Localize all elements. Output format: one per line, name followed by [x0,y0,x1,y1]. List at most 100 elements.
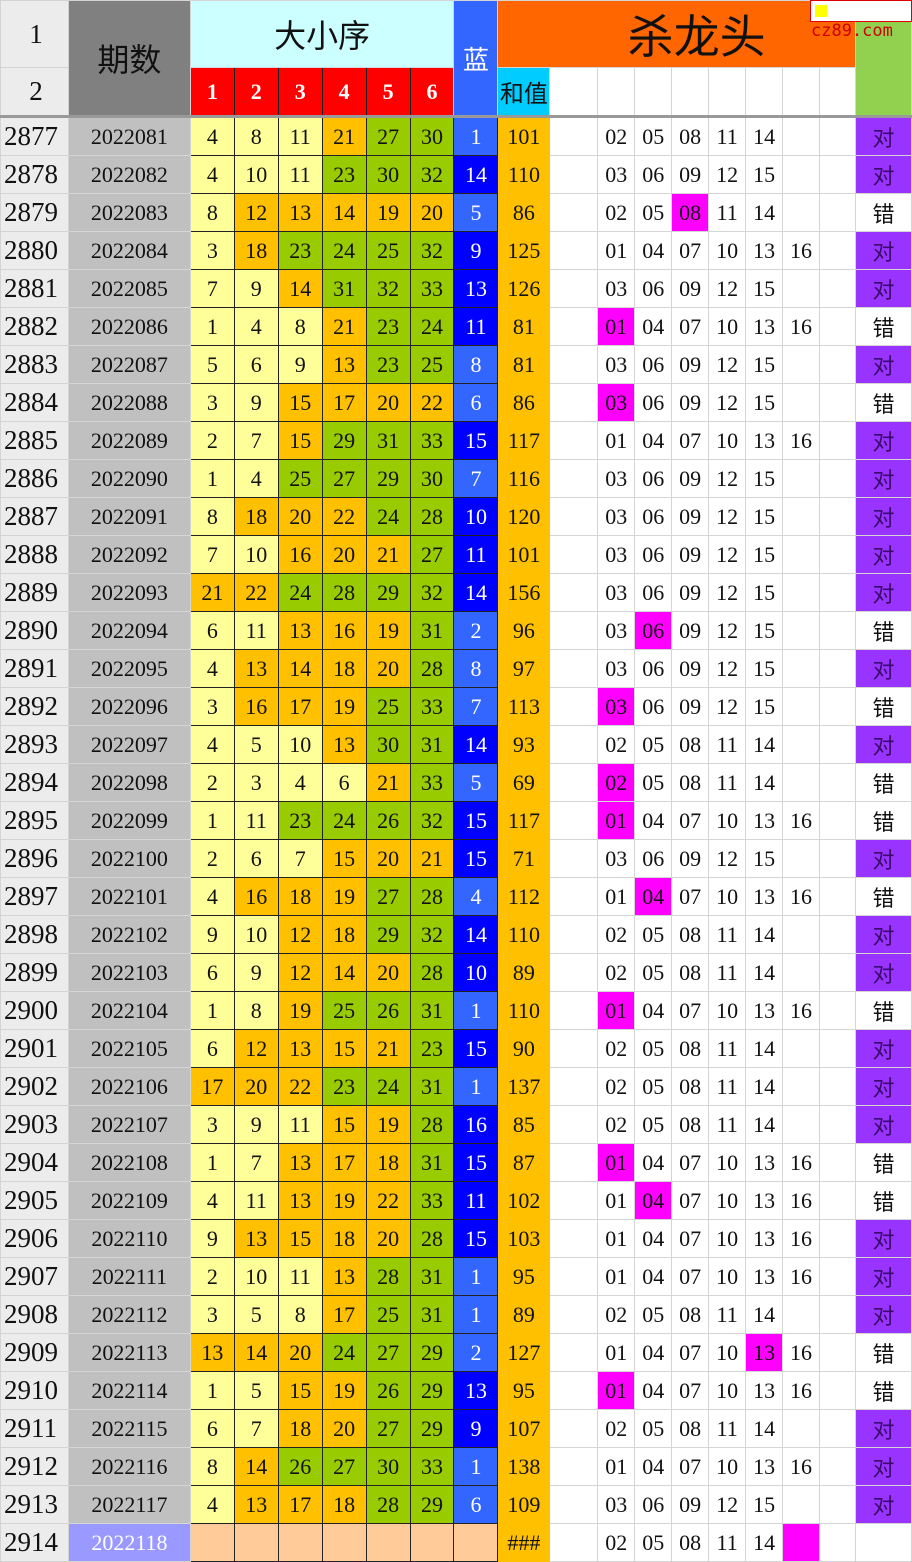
number-cell[interactable]: 33 [409,269,455,308]
blue-cell[interactable]: 15 [453,421,499,460]
number-cell[interactable]: 20 [365,649,411,688]
kill-number-cell[interactable] [782,345,820,384]
kill-number-cell[interactable]: 10 [708,1219,747,1258]
sum-cell[interactable]: 102 [497,1181,551,1220]
result-cell[interactable]: 错 [854,383,912,422]
kill-number-cell[interactable]: 03 [597,611,636,650]
period-cell[interactable]: 2022108 [67,1143,191,1182]
kill-number-cell[interactable]: 16 [782,1333,820,1372]
number-cell[interactable]: 18 [365,1143,411,1182]
kill-number-cell[interactable] [782,1105,820,1144]
kill-number-cell[interactable]: 01 [597,421,636,460]
kill-number-cell[interactable]: 15 [745,573,784,612]
number-cell[interactable]: 17 [321,1143,367,1182]
kill-number-cell[interactable]: 03 [597,155,636,194]
number-cell[interactable]: 7 [189,269,235,308]
kill-number-cell[interactable] [782,611,820,650]
period-cell[interactable]: 2022100 [67,839,191,878]
kill-number-cell[interactable]: 04 [634,991,673,1030]
number-cell[interactable]: 21 [321,116,367,156]
kill-number-cell[interactable]: 16 [782,1181,820,1220]
number-cell[interactable]: 21 [189,573,235,612]
kill-number-cell[interactable] [782,193,820,232]
number-cell[interactable]: 28 [409,497,455,536]
kill-number-cell[interactable]: 05 [634,1295,673,1334]
kill-number-cell[interactable]: 04 [634,1257,673,1296]
number-cell[interactable]: 17 [321,1295,367,1334]
kill-number-cell[interactable]: 09 [671,345,710,384]
empty-cell[interactable] [549,1523,599,1562]
empty-cell[interactable] [549,1105,599,1144]
kill-number-cell[interactable] [782,573,820,612]
row-number[interactable]: 2883 [0,345,69,384]
result-cell[interactable]: 对 [854,725,912,764]
number-cell[interactable]: 33 [409,1181,455,1220]
number-cell[interactable]: 14 [277,269,323,308]
kill-number-cell[interactable]: 03 [597,1485,636,1524]
kill-number-cell[interactable]: 12 [708,155,747,194]
sum-cell[interactable]: 127 [497,1333,551,1372]
sum-cell[interactable]: 126 [497,269,551,308]
kill-header[interactable]: 杀龙头 [497,0,856,68]
kill-number-cell[interactable]: 02 [597,1105,636,1144]
row-number[interactable]: 2912 [0,1447,69,1486]
number-cell[interactable]: 17 [189,1067,235,1106]
blue-cell[interactable]: 14 [453,725,499,764]
number-cell[interactable]: 25 [409,345,455,384]
kill-number-cell[interactable]: 14 [745,193,784,232]
number-cell[interactable]: 31 [365,421,411,460]
blue-cell[interactable]: 10 [453,497,499,536]
period-cell[interactable]: 2022095 [67,649,191,688]
number-cell[interactable]: 21 [365,1029,411,1068]
number-cell[interactable]: 6 [321,763,367,802]
blue-cell[interactable]: 8 [453,649,499,688]
empty-cell[interactable] [549,1447,599,1486]
number-cell[interactable]: 20 [321,535,367,574]
empty-cell[interactable] [819,687,856,726]
kill-number-cell[interactable]: 13 [745,1371,784,1410]
row-number[interactable]: 2890 [0,611,69,650]
number-cell[interactable]: 14 [233,1447,279,1486]
result-cell[interactable]: 对 [854,649,912,688]
number-cell[interactable]: 18 [321,915,367,954]
number-cell[interactable]: 15 [277,1371,323,1410]
kill-number-cell[interactable]: 14 [745,1523,784,1562]
kill-number-cell[interactable]: 07 [671,991,710,1030]
number-cell[interactable]: 14 [233,1333,279,1372]
number-cell[interactable]: 4 [189,1485,235,1524]
number-cell[interactable]: 17 [321,383,367,422]
period-cell[interactable]: 2022104 [67,991,191,1030]
number-cell[interactable]: 19 [321,1371,367,1410]
blue-cell[interactable]: 11 [453,1181,499,1220]
sum-cell[interactable]: 96 [497,611,551,650]
number-cell[interactable]: 15 [321,839,367,878]
number-cell[interactable]: 23 [409,1029,455,1068]
result-cell[interactable]: 对 [854,1067,912,1106]
empty-header-cell[interactable] [634,67,673,118]
kill-number-cell[interactable]: 11 [708,1067,747,1106]
kill-number-cell[interactable]: 15 [745,611,784,650]
number-cell[interactable]: 19 [321,1181,367,1220]
kill-number-cell[interactable]: 16 [782,801,820,840]
kill-number-cell[interactable] [782,459,820,498]
empty-cell[interactable] [819,953,856,992]
row-number[interactable]: 2887 [0,497,69,536]
empty-cell[interactable] [549,725,599,764]
period-cell[interactable]: 2022110 [67,1219,191,1258]
result-cell[interactable]: 对 [854,535,912,574]
blue-cell[interactable]: 13 [453,269,499,308]
kill-number-cell[interactable]: 08 [671,193,710,232]
kill-number-cell[interactable]: 13 [745,1219,784,1258]
number-cell[interactable]: 4 [189,116,235,156]
kill-number-cell[interactable]: 13 [745,231,784,270]
kill-number-cell[interactable]: 16 [782,1143,820,1182]
result-cell[interactable]: 错 [854,1181,912,1220]
kill-number-cell[interactable] [782,763,820,802]
number-cell[interactable]: 8 [277,1295,323,1334]
kill-number-cell[interactable]: 05 [634,1409,673,1448]
row-number[interactable]: 2877 [0,116,69,156]
result-cell[interactable]: 对 [854,1029,912,1068]
kill-number-cell[interactable] [782,1485,820,1524]
period-cell[interactable]: 2022103 [67,953,191,992]
empty-cell[interactable] [819,1485,856,1524]
